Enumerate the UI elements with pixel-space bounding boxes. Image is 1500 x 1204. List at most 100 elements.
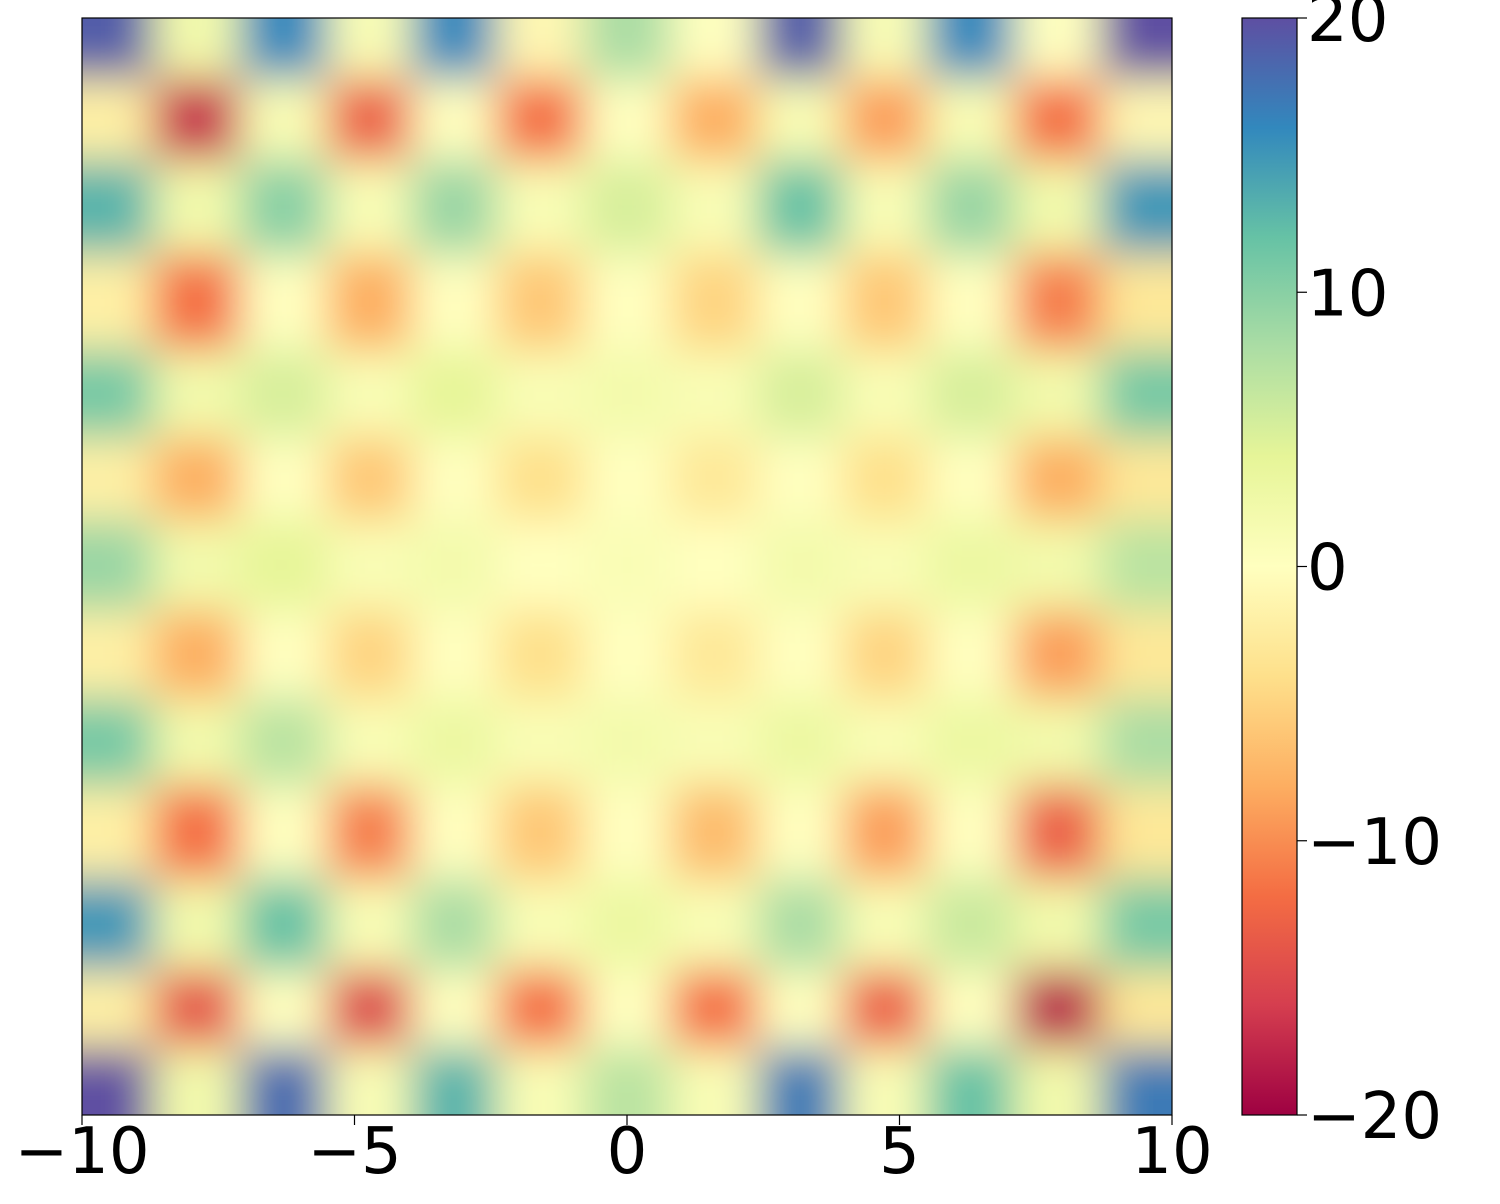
heatmap (82, 18, 1172, 1115)
heat-cell (1013, 969, 1102, 1049)
heat-cell (1101, 349, 1172, 439)
heat-cell (327, 785, 413, 880)
heat-cell (1013, 78, 1102, 162)
heat-cell (583, 879, 672, 971)
heat-cell (496, 160, 584, 255)
heat-cell (757, 18, 843, 79)
heat-cell (926, 519, 1015, 611)
heat-cell (926, 18, 1015, 79)
heat-cell (82, 610, 154, 699)
heat-cell (327, 349, 413, 439)
heat-cell (1101, 519, 1172, 611)
heat-cell (1013, 18, 1102, 79)
heat-cell (327, 18, 413, 79)
heat-cell (82, 879, 154, 971)
heat-cell (926, 610, 1015, 699)
heat-cell (327, 253, 413, 351)
heat-cell (327, 610, 413, 699)
heat-cell (496, 879, 584, 971)
x-tick-label: 10 (1131, 1115, 1212, 1189)
heat-cell (1013, 879, 1102, 971)
heat-cell (411, 785, 497, 880)
heat-cell (1101, 698, 1172, 787)
heat-cell (240, 610, 328, 699)
heat-cell (757, 349, 843, 439)
heat-cell (82, 437, 154, 521)
heat-cell (1101, 969, 1172, 1049)
heat-cell (842, 437, 928, 521)
heat-cell (411, 437, 497, 521)
heat-cell (240, 1047, 328, 1115)
heat-cell (583, 18, 672, 79)
heat-cell (842, 78, 928, 162)
heat-cell (670, 437, 759, 521)
heat-cell (152, 519, 241, 611)
heat-cell (1013, 160, 1102, 255)
heat-cell (842, 610, 928, 699)
heat-cell (1101, 437, 1172, 521)
heat-cell (1101, 879, 1172, 971)
heat-cell (496, 519, 584, 611)
heat-cell (842, 785, 928, 880)
heat-cell (496, 698, 584, 787)
heat-cell (583, 698, 672, 787)
heat-cell (240, 78, 328, 162)
heat-cell (496, 1047, 584, 1115)
heat-cell (82, 349, 154, 439)
heat-cell (757, 160, 843, 255)
heat-cell (240, 969, 328, 1049)
heat-cell (152, 610, 241, 699)
heat-cell (496, 253, 584, 351)
heat-cell (583, 253, 672, 351)
heat-cell (1101, 18, 1172, 79)
heat-cell (670, 78, 759, 162)
heat-cell (926, 78, 1015, 162)
heat-cell (496, 349, 584, 439)
heat-cell (583, 969, 672, 1049)
heat-cell (926, 349, 1015, 439)
x-tick-label: 0 (607, 1115, 648, 1189)
heat-cell (240, 18, 328, 79)
heat-cell (82, 253, 154, 351)
heat-cell (152, 253, 241, 351)
heat-cell (327, 1047, 413, 1115)
heat-cell (327, 969, 413, 1049)
heat-cell (1101, 78, 1172, 162)
heat-cell (670, 785, 759, 880)
heat-cell (411, 78, 497, 162)
heat-cell (926, 879, 1015, 971)
heat-cell (152, 879, 241, 971)
x-tick-label: 5 (879, 1115, 920, 1189)
heat-cell (152, 785, 241, 880)
heat-cell (670, 18, 759, 79)
heat-cell (411, 18, 497, 79)
heat-cell (670, 1047, 759, 1115)
heat-cell (670, 519, 759, 611)
heat-cell (411, 879, 497, 971)
heat-cell (240, 160, 328, 255)
heat-cell (926, 698, 1015, 787)
heat-cell (496, 969, 584, 1049)
heat-cell (842, 879, 928, 971)
heat-cell (757, 78, 843, 162)
heat-cell (670, 969, 759, 1049)
colorbar-tick-label: 0 (1307, 532, 1348, 606)
heat-cell (82, 18, 154, 79)
heat-cell (1101, 253, 1172, 351)
heat-cell (1101, 160, 1172, 255)
heat-cell (327, 879, 413, 971)
heat-cell (240, 698, 328, 787)
heat-cell (240, 519, 328, 611)
heat-cell (583, 1047, 672, 1115)
heat-cell (152, 969, 241, 1049)
heat-cell (411, 160, 497, 255)
heat-cell (240, 785, 328, 880)
heat-cell (926, 1047, 1015, 1115)
heat-cell (411, 698, 497, 787)
heat-cell (757, 437, 843, 521)
heat-cell (82, 698, 154, 787)
heat-cell (152, 698, 241, 787)
heat-cell (842, 18, 928, 79)
heat-cell (757, 519, 843, 611)
heat-cell (327, 698, 413, 787)
